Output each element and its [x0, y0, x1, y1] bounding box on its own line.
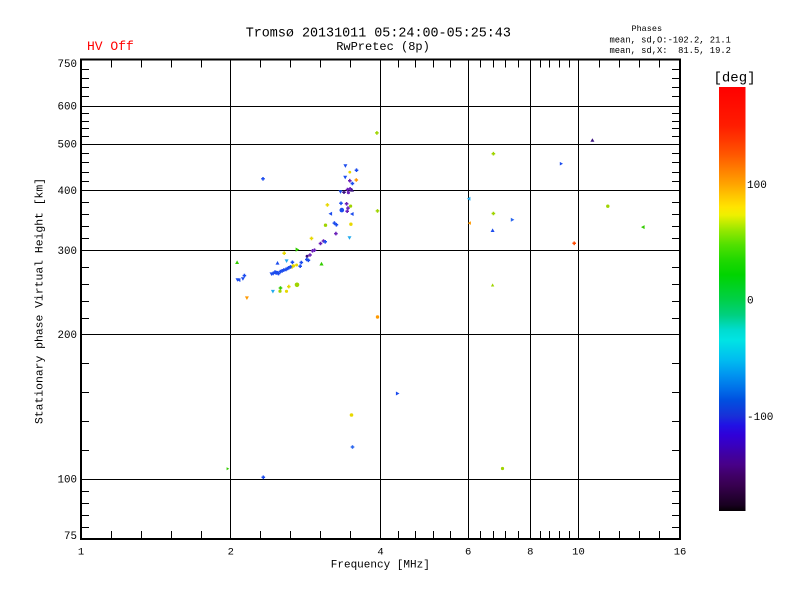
svg-text:Stationary phase Virtual Heigh: Stationary phase Virtual Height [km]	[35, 178, 47, 424]
svg-text:600: 600	[58, 101, 77, 113]
svg-text:1: 1	[78, 547, 84, 559]
svg-text:8: 8	[527, 547, 533, 559]
svg-text:75: 75	[64, 531, 77, 543]
svg-text:300: 300	[58, 246, 77, 258]
svg-text:HV Off: HV Off	[87, 39, 134, 54]
svg-text:[deg]: [deg]	[713, 71, 755, 87]
svg-text:-100: -100	[747, 412, 773, 424]
svg-text:100: 100	[747, 180, 767, 192]
svg-text:6: 6	[465, 547, 471, 559]
svg-text:200: 200	[58, 330, 77, 342]
svg-text:2: 2	[228, 547, 234, 559]
svg-text:100: 100	[58, 475, 77, 487]
svg-text:16: 16	[674, 547, 687, 559]
svg-text:750: 750	[58, 59, 77, 71]
svg-text:10: 10	[572, 547, 585, 559]
svg-text:Phases: Phases	[631, 24, 662, 34]
svg-text:Frequency [MHz]: Frequency [MHz]	[331, 560, 430, 572]
svg-text:400: 400	[58, 186, 77, 198]
svg-text:mean, sd,O:-102.2, 21.1: mean, sd,O:-102.2, 21.1	[610, 35, 731, 45]
svg-text:Tromsø 20131011 05:24:00-05:25: Tromsø 20131011 05:24:00-05:25:43	[246, 27, 511, 42]
svg-text:500: 500	[58, 139, 77, 151]
svg-text:mean, sd,X: 81.5, 19.2: mean, sd,X: 81.5, 19.2	[610, 46, 731, 56]
svg-text:RwPretec (8p): RwPretec (8p)	[336, 40, 430, 54]
svg-text:0: 0	[747, 296, 754, 308]
svg-text:4: 4	[377, 547, 383, 559]
